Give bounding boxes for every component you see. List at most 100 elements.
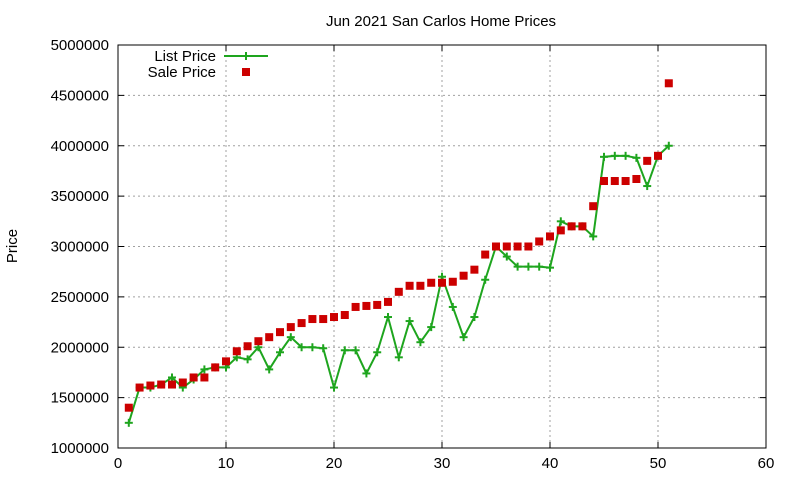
y-tick-label: 2000000 — [51, 339, 109, 356]
list-price-point — [330, 383, 338, 392]
sale-price-point — [567, 222, 576, 231]
list-price-point — [589, 232, 598, 241]
list-price-point — [243, 355, 252, 364]
list-price-point — [459, 333, 468, 342]
y-axis-label: Price — [4, 229, 21, 263]
list-price-point — [384, 313, 392, 322]
sale-price-point — [286, 323, 295, 332]
sale-price-point — [157, 380, 166, 389]
y-tick-label: 3500000 — [51, 188, 109, 205]
list-price-point — [470, 313, 479, 322]
list-price-point — [168, 373, 176, 382]
series-layer — [124, 79, 673, 427]
list-price-point — [513, 262, 522, 271]
list-price-point — [297, 343, 306, 352]
sale-price-point — [124, 403, 133, 412]
y-tick-label: 4000000 — [51, 138, 109, 155]
list-price-point — [362, 369, 371, 378]
list-price-point — [643, 182, 652, 191]
sale-price-point — [405, 281, 414, 290]
sale-price-point — [189, 373, 198, 382]
list-price-point — [308, 343, 317, 352]
sale-price-point — [394, 287, 403, 296]
sale-price-point — [448, 277, 457, 286]
sale-price-point — [243, 342, 252, 351]
sale-price-point — [610, 177, 619, 186]
sale-price-point — [556, 226, 565, 235]
sale-price-point — [513, 242, 522, 251]
sale-price-point — [330, 313, 338, 322]
x-tick-label: 60 — [758, 455, 775, 472]
x-tick-label: 10 — [218, 455, 235, 472]
list-price-point — [524, 262, 533, 271]
list-price-point — [319, 344, 328, 353]
sale-price-point — [654, 151, 662, 160]
sale-price-point — [276, 328, 284, 337]
y-tick-label: 3000000 — [51, 239, 109, 256]
x-tick-label: 50 — [650, 455, 667, 472]
list-price-point — [556, 217, 565, 226]
list-price-point — [546, 263, 554, 272]
sale-price-point — [589, 202, 598, 211]
sale-price-point — [265, 333, 274, 342]
sale-price-point — [427, 278, 436, 287]
x-tick-label: 0 — [114, 455, 122, 472]
list-price-point — [394, 353, 403, 362]
list-price-point — [276, 348, 284, 357]
list-price-point — [351, 346, 360, 355]
sale-price-point — [492, 242, 500, 251]
y-tick-label: 4500000 — [51, 87, 109, 104]
chart-title: Jun 2021 San Carlos Home Prices — [326, 13, 556, 30]
sale-price-point — [200, 373, 209, 382]
sale-price-point — [578, 222, 587, 231]
sale-price-point — [502, 242, 511, 251]
sale-price-point — [470, 265, 479, 274]
list-price-point — [405, 317, 414, 326]
x-tick-label: 30 — [434, 455, 451, 472]
sale-price-point — [459, 271, 468, 280]
sale-price-point — [546, 232, 554, 241]
sale-price-point — [621, 177, 630, 186]
sale-price-point — [416, 281, 425, 290]
list-price-point — [664, 141, 673, 150]
sale-price-point — [373, 300, 382, 309]
sale-price-point — [438, 278, 446, 287]
sale-price-point — [168, 380, 176, 389]
y-tick-label: 2500000 — [51, 289, 109, 306]
sale-price-point — [319, 315, 328, 324]
list-price-line — [127, 145, 670, 424]
list-price-point — [502, 252, 511, 261]
list-price-point — [481, 275, 490, 284]
x-tick-label: 40 — [542, 455, 559, 472]
list-price-point — [373, 348, 382, 357]
sale-price-point — [232, 347, 241, 356]
sale-price-point — [135, 383, 144, 392]
sale-price-point — [351, 302, 360, 311]
sale-price-point — [146, 381, 155, 390]
sale-price-point — [211, 363, 220, 372]
sale-price-point — [643, 156, 652, 165]
list-price-point — [632, 153, 641, 162]
list-price-point — [124, 418, 133, 427]
list-price-point — [265, 365, 274, 374]
sale-price-point — [254, 337, 263, 346]
x-tick-label: 20 — [326, 455, 343, 472]
sale-price-point — [178, 378, 187, 387]
list-price-point — [600, 152, 608, 161]
sale-price-point — [297, 319, 306, 328]
grid-lines — [118, 45, 766, 448]
list-price-point — [200, 365, 209, 374]
sale-price-point — [222, 357, 230, 366]
sale-price-point — [524, 242, 533, 251]
list-price-point — [610, 151, 619, 160]
legend-swatch-plus — [242, 52, 250, 60]
list-price-point — [340, 346, 349, 355]
sale-price-point — [308, 315, 317, 324]
list-price-point — [286, 333, 295, 342]
axis-ticks: 0 10 20 30 40 50 60 1000000 1500000 2000000 250000… — [51, 37, 775, 472]
sale-price-point — [664, 79, 673, 88]
legend-swatch-square — [242, 68, 250, 76]
legend-label-sale-price: Sale Price — [148, 64, 216, 81]
sale-price-point — [362, 301, 371, 310]
